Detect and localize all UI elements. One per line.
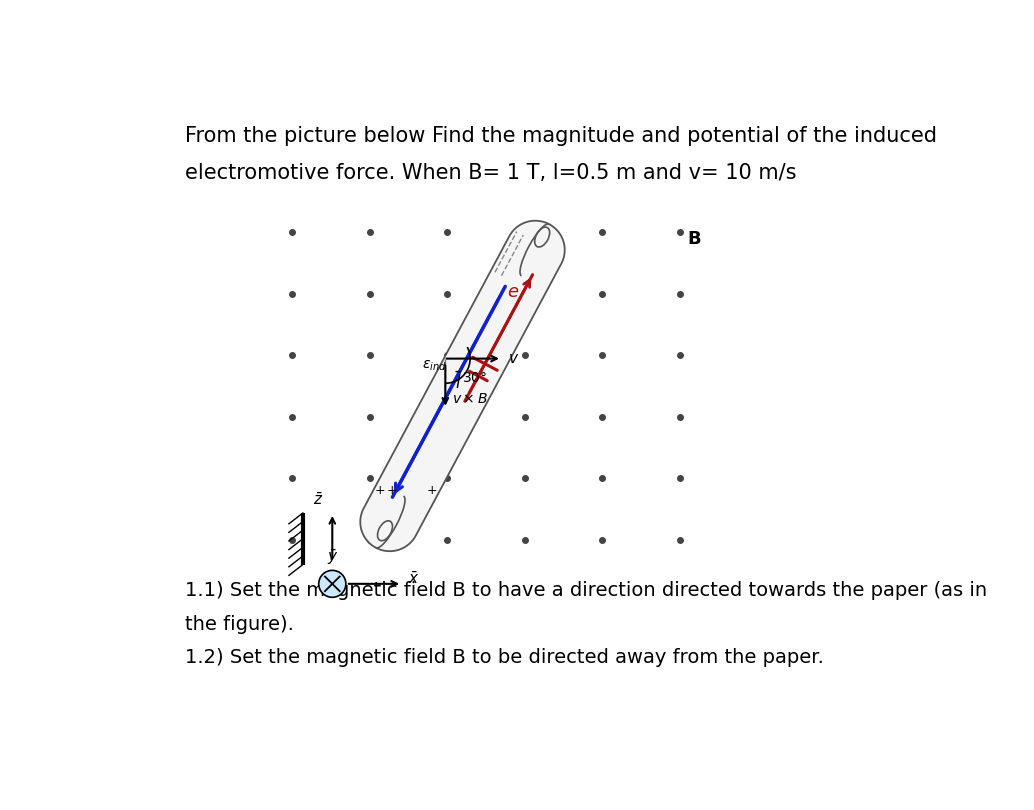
Text: $30°$: $30°$ xyxy=(462,371,488,385)
Text: $\varepsilon_{ind}$: $\varepsilon_{ind}$ xyxy=(422,359,447,373)
Text: $v$: $v$ xyxy=(508,351,519,366)
Text: $\bar{z}$: $\bar{z}$ xyxy=(313,492,324,509)
Text: $+$: $+$ xyxy=(426,484,437,497)
Polygon shape xyxy=(360,220,565,551)
Text: the figure).: the figure). xyxy=(185,615,294,633)
Text: From the picture below Find the magnitude and potential of the induced: From the picture below Find the magnitud… xyxy=(185,126,937,147)
Text: $++$: $++$ xyxy=(374,484,398,497)
Text: 1.1) Set the magnetic field B to have a direction directed towards the paper (as: 1.1) Set the magnetic field B to have a … xyxy=(185,581,987,599)
Text: 1.2) Set the magnetic field B to be directed away from the paper.: 1.2) Set the magnetic field B to be dire… xyxy=(185,648,824,667)
Text: $v \times B$: $v \times B$ xyxy=(452,392,487,407)
Text: $\bar{l}$: $\bar{l}$ xyxy=(455,372,462,394)
Text: $\bar{x}$: $\bar{x}$ xyxy=(408,571,420,587)
Text: electromotive force. When B= 1 T, l=0.5 m and v= 10 m/s: electromotive force. When B= 1 T, l=0.5 … xyxy=(185,163,796,182)
Text: $\mathbf{B}$: $\mathbf{B}$ xyxy=(688,229,702,248)
Text: $e$: $e$ xyxy=(507,283,519,301)
Text: $\bar{y}$: $\bar{y}$ xyxy=(327,548,338,567)
Circle shape xyxy=(318,570,345,597)
